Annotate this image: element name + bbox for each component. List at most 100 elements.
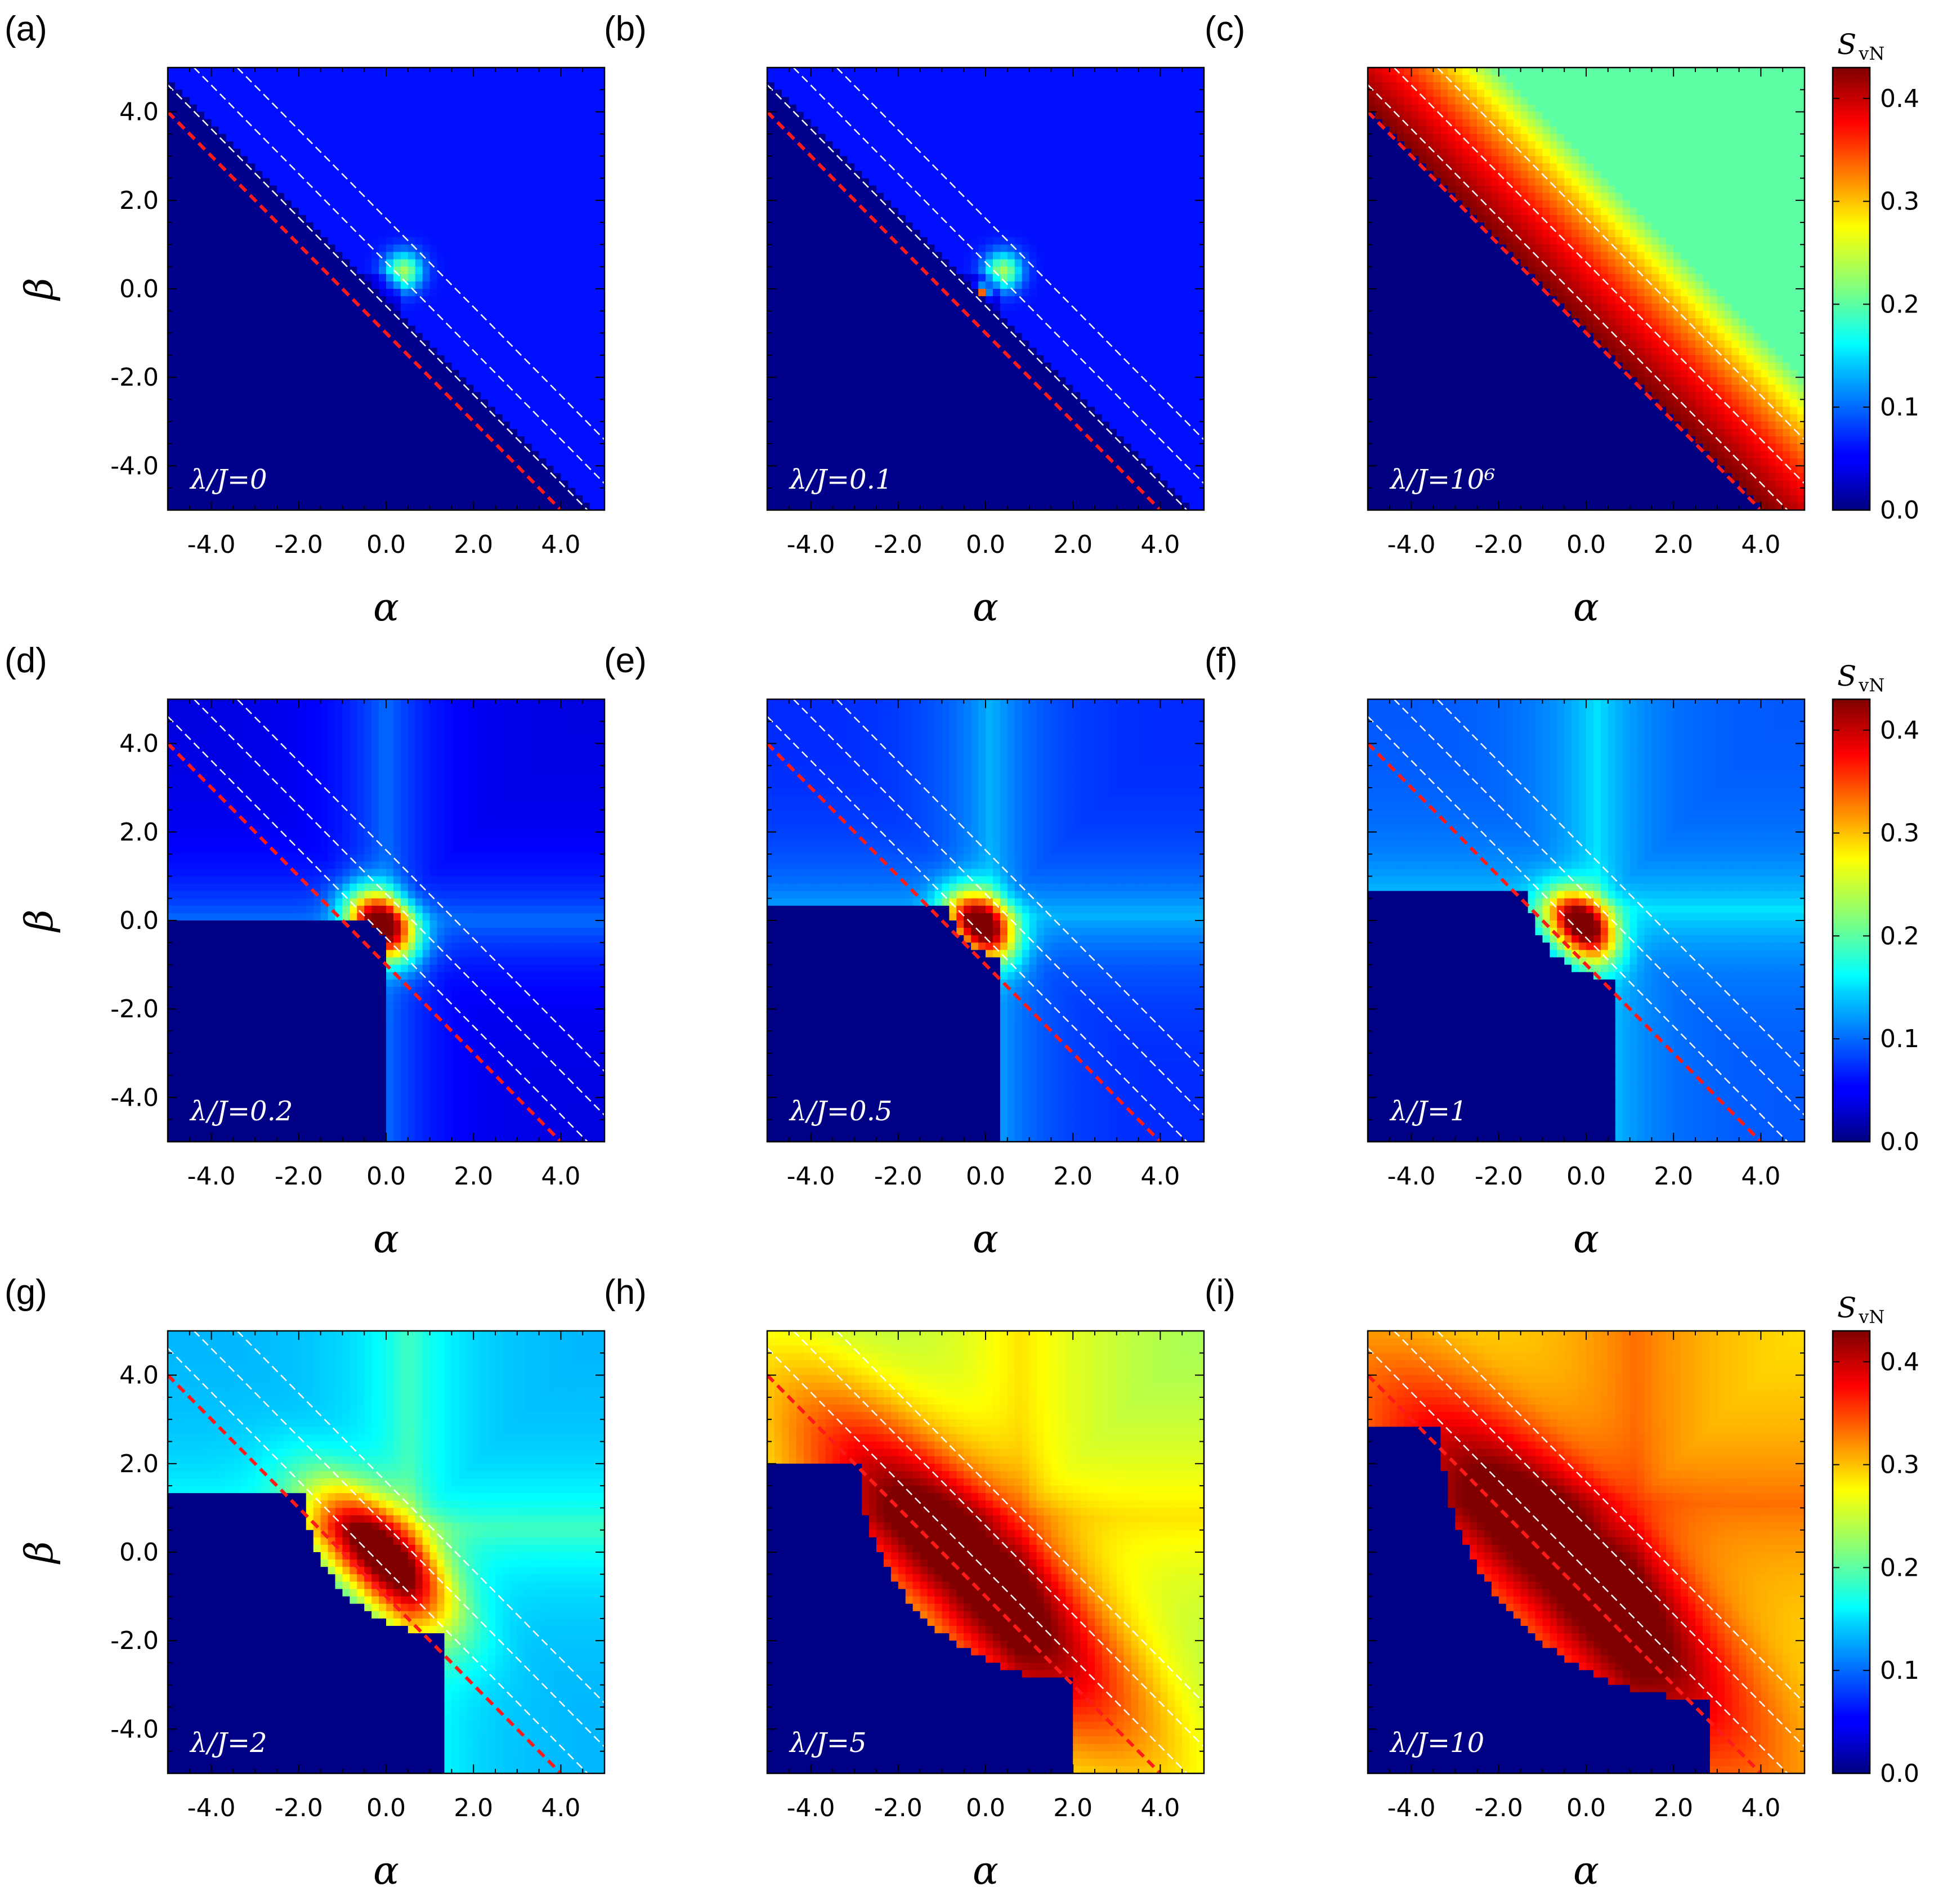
heatmap-cell [531,274,540,282]
heatmap-cell [876,207,884,216]
heatmap-cell [174,363,183,370]
heatmap-cell [553,185,561,194]
heatmap-cell [905,399,914,408]
heatmap-cell [590,289,598,297]
heatmap-cell [473,363,481,370]
heatmap-cell [320,363,329,370]
heatmap-cell [277,414,285,422]
heatmap-cell [444,141,452,149]
heatmap-cell [811,436,819,444]
heatmap-cell [379,230,387,238]
heatmap-cell [298,377,307,385]
heatmap-cell [495,340,503,348]
heatmap-cell [524,289,532,297]
heatmap-cell [912,347,921,356]
heatmap-cell [174,289,183,297]
heatmap-cell [473,340,481,348]
heatmap-cell [408,436,416,444]
heatmap-cell [597,370,605,378]
heatmap-cell [298,149,307,157]
heatmap-cell [583,370,590,378]
heatmap-cell [803,237,812,245]
heatmap-cell [789,370,797,378]
heatmap-cell [408,303,416,311]
heatmap-cell [393,502,401,510]
heatmap-cell [898,296,906,304]
heatmap-cell [386,436,394,444]
heatmap-cell [189,104,198,113]
heatmap-cell [196,178,205,186]
heatmap-cell [912,237,921,245]
heatmap-cell [240,355,248,363]
heatmap-cell [847,230,855,238]
heatmap-cell [539,222,547,230]
heatmap-cell [575,480,583,489]
heatmap-cell [211,377,220,385]
heatmap-cell [840,75,848,83]
heatmap-cell [781,222,790,230]
heatmap-cell [371,377,379,385]
heatmap-cell [818,230,826,238]
heatmap-cell [320,333,329,341]
heatmap-cell [189,97,198,105]
heatmap-cell [335,451,343,459]
heatmap-cell [262,237,270,245]
heatmap-cell [393,230,401,238]
heatmap-cell [531,141,540,149]
heatmap-cell [422,163,431,171]
heatmap-cell [218,207,227,216]
heatmap-cell [320,355,329,363]
heatmap-cell [840,149,848,157]
heatmap-cell [444,347,452,356]
heatmap-cell [444,111,452,120]
heatmap-cell [444,340,452,348]
heatmap-cell [495,200,503,208]
heatmap-cell [568,451,576,459]
heatmap-cell [196,149,205,157]
heatmap-cell [168,303,176,311]
heatmap-cell [539,104,547,113]
heatmap-cell [920,333,928,341]
heatmap-cell [546,266,554,275]
heatmap-cell [890,414,899,422]
heatmap-cell [284,502,292,510]
heatmap-cell [379,281,387,289]
heatmap-cell [546,480,554,489]
heatmap-cell [920,289,928,297]
heatmap-cell [495,141,503,149]
heatmap-cell [854,473,862,481]
heatmap-cell [240,333,248,341]
heatmap-cell [553,82,561,90]
heatmap-cell [364,325,372,334]
heatmap-cell [473,325,481,334]
heatmap-cell [371,436,379,444]
heatmap-cell [597,495,605,503]
heatmap-cell [357,289,365,297]
heatmap-cell [408,149,416,157]
heatmap-cell [546,347,554,356]
heatmap-cell [847,421,855,430]
heatmap-cell [840,133,848,142]
heatmap-cell [174,355,183,363]
heatmap-cell [847,222,855,230]
heatmap-cell [920,222,928,230]
heatmap-cell [789,355,797,363]
heatmap-cell [240,274,248,282]
heatmap-cell [876,215,884,223]
heatmap-cell [898,311,906,319]
heatmap-cell [415,325,423,334]
heatmap-cell [422,193,431,201]
heatmap-cell [284,325,292,334]
heatmap-cell [466,274,474,282]
heatmap-cell [306,215,314,223]
heatmap-cell [869,318,877,327]
heatmap-cell [818,259,826,267]
heatmap-cell [429,97,438,105]
heatmap-cell [876,119,884,127]
heatmap-cell [524,149,532,157]
heatmap-cell [920,303,928,311]
heatmap-cell [854,296,862,304]
heatmap-cell [422,156,431,164]
heatmap-cell [832,458,840,466]
heatmap-cell [386,163,394,171]
